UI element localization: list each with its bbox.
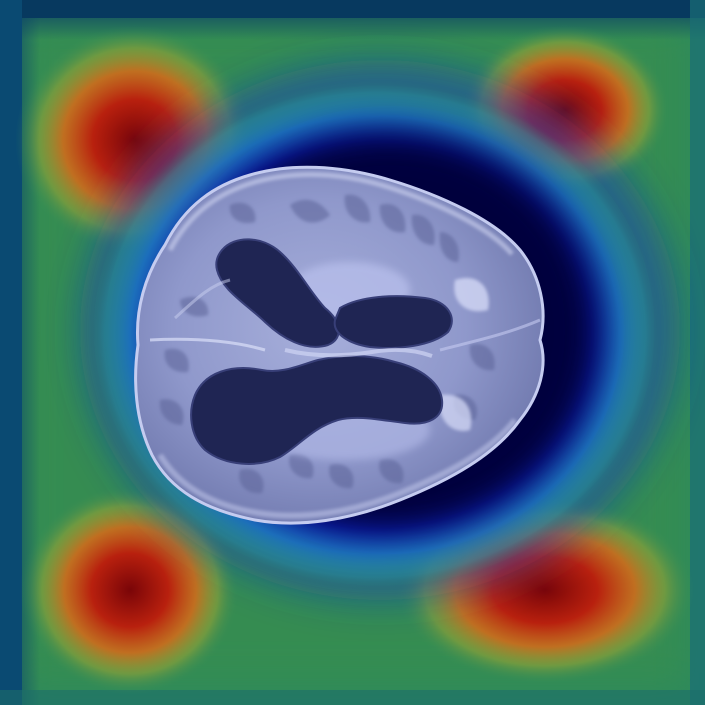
brain-slice xyxy=(134,165,545,525)
hot-region-bottom-left xyxy=(20,485,240,695)
ventricles xyxy=(190,238,453,465)
